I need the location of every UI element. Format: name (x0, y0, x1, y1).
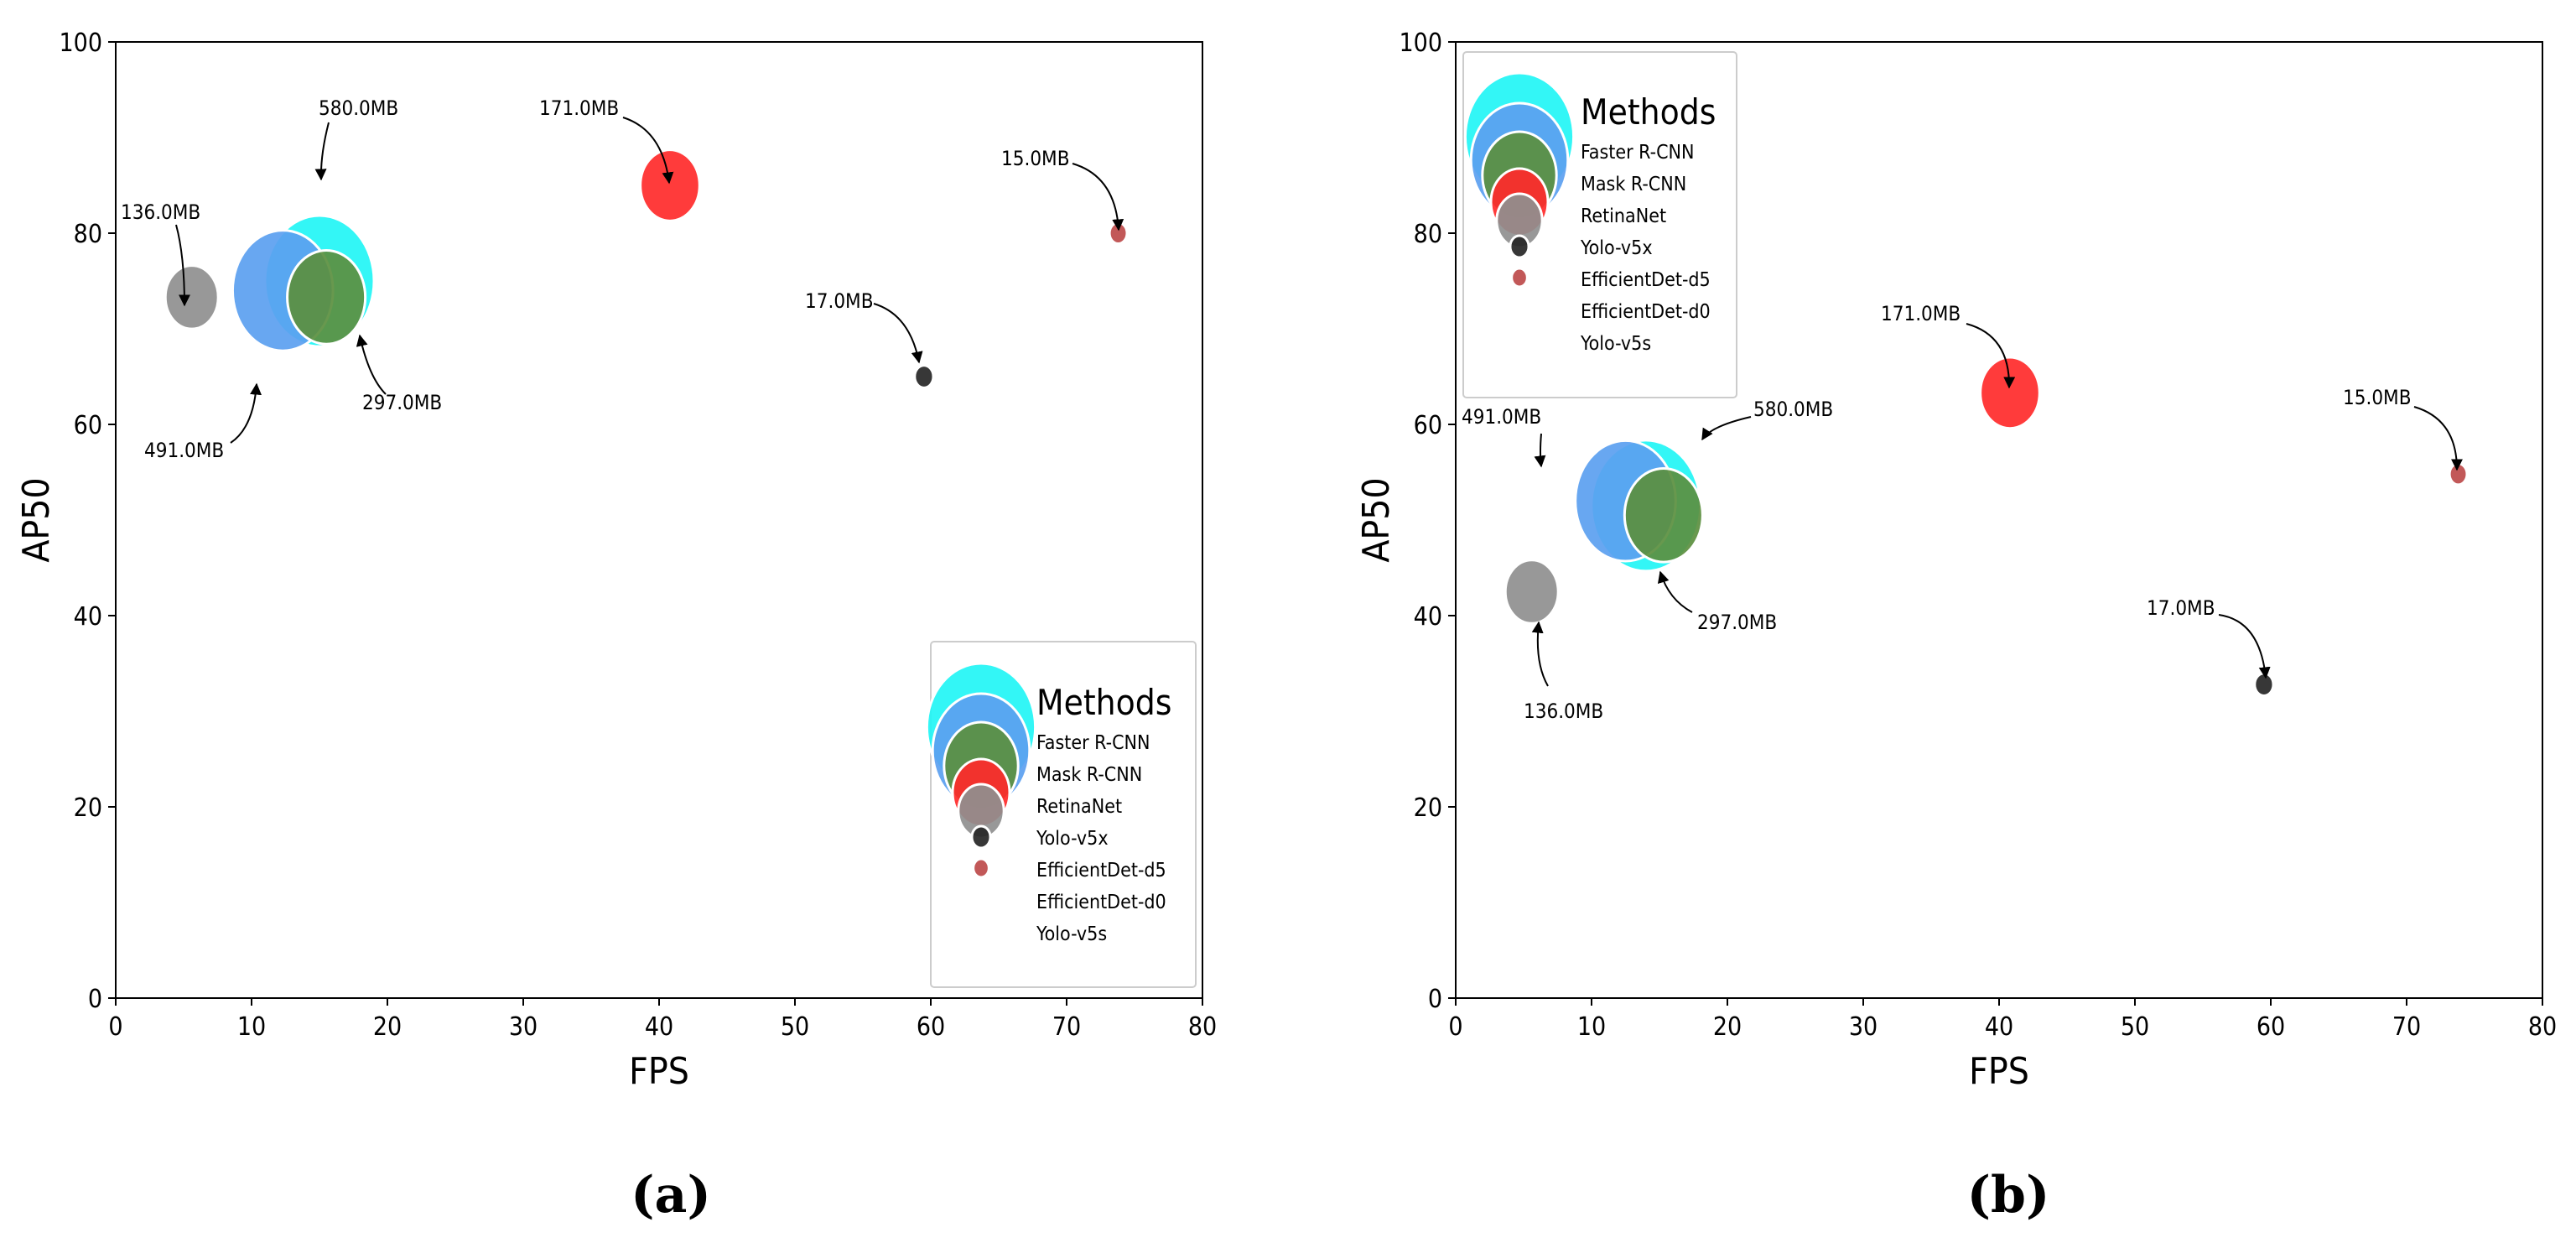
y-tick-label: 60 (74, 411, 102, 440)
y-tick-label: 80 (1414, 220, 1442, 249)
x-tick-label: 50 (781, 1012, 809, 1042)
legend-entry: Yolo-v5x (1580, 237, 1653, 259)
x-tick-label: 60 (917, 1012, 945, 1042)
y-tick-label: 100 (1399, 29, 1442, 58)
legend-entry: Yolo-v5x (1036, 828, 1109, 850)
legend-entry: EfficientDet-d0 (1581, 301, 1711, 323)
subfigure-label: (b) (1967, 1166, 2050, 1225)
legend-marker (970, 824, 992, 850)
annotation-arrow (1534, 433, 1546, 468)
y-axis-label: AP50 (15, 477, 58, 562)
legend-entry: EfficientDet-d5 (1581, 269, 1711, 291)
legend-title: Methods (1581, 91, 1716, 133)
x-tick-label: 70 (2392, 1012, 2421, 1042)
chart-panel-1: 0 10 20 30 40 50 60 70 80 0 20 40 60 80 100 FPS AP50 580.… (15, 29, 1217, 1225)
y-axis-label: AP50 (1355, 477, 1398, 562)
annotation-arrow (2218, 614, 2271, 679)
x-tick-label: 0 (1448, 1012, 1462, 1042)
annotation-arrow (1657, 570, 1693, 613)
annotation-arrow (873, 303, 923, 364)
bubble-efficientdet-d0 (913, 364, 935, 389)
legend-entry: Faster R-CNN (1036, 732, 1150, 754)
annotation-arrow (314, 122, 330, 181)
legend-marker (1509, 234, 1530, 259)
legend-entry: Yolo-v5s (1580, 333, 1651, 355)
x-tick-label: 10 (237, 1012, 266, 1042)
x-tick-label: 40 (645, 1012, 673, 1042)
annotation-arrow (175, 224, 190, 307)
bubble-size-label: 17.0MB (805, 289, 874, 313)
subfigure-label: (a) (631, 1166, 711, 1225)
bubble-size-label: 15.0MB (1001, 147, 1070, 170)
y-tick-label: 60 (1414, 411, 1442, 440)
y-tick-label: 0 (1428, 985, 1442, 1014)
bubble-efficientdet-d0 (2253, 672, 2275, 697)
bubble-yolo-v5x (1979, 356, 2041, 430)
bubble-size-label: 580.0MB (1753, 398, 1833, 421)
bubble-size-label: 491.0MB (1462, 405, 1541, 429)
annotation-arrow (2413, 406, 2463, 471)
legend-title: Methods (1036, 682, 1171, 723)
bubble-size-label: 297.0MB (362, 391, 442, 414)
bubble-size-label: 491.0MB (144, 439, 224, 462)
y-tick-label: 40 (74, 602, 102, 632)
bubble-retinanet (286, 249, 367, 346)
x-tick-label: 10 (1577, 1012, 1606, 1042)
annotation-arrow (1531, 621, 1549, 687)
y-tick-label: 40 (1414, 602, 1442, 632)
bubble-yolo-v5x (639, 148, 701, 222)
bubble-yolo-v5s (2448, 462, 2469, 486)
bubble-retinanet (1623, 466, 1704, 564)
bubble-size-label: 297.0MB (1697, 611, 1777, 634)
annotation-arrow (230, 382, 262, 444)
x-tick-label: 0 (108, 1012, 122, 1042)
x-tick-label: 30 (509, 1012, 538, 1042)
legend: Methods Faster R-CNN Mask R-CNN RetinaNet Yo… (1462, 51, 1737, 398)
x-tick-label: 30 (1849, 1012, 1877, 1042)
bubble-efficientdet-d5 (164, 264, 220, 330)
bubble-size-label: 17.0MB (2147, 596, 2215, 620)
x-tick-label: 80 (1188, 1012, 1217, 1042)
x-axis-label: FPS (1969, 1050, 2029, 1093)
legend-entry: Faster R-CNN (1581, 142, 1694, 164)
legend-marker (972, 857, 990, 879)
x-tick-label: 20 (373, 1012, 402, 1042)
legend-entry: EfficientDet-d0 (1036, 892, 1166, 913)
y-tick-label: 80 (74, 220, 102, 249)
x-tick-label: 20 (1713, 1012, 1742, 1042)
x-tick-label: 40 (1985, 1012, 2013, 1042)
legend-entry: RetinaNet (1581, 205, 1666, 227)
x-tick-label: 50 (2121, 1012, 2149, 1042)
bubble-size-label: 136.0MB (1524, 700, 1603, 723)
legend-entry: Mask R-CNN (1581, 174, 1686, 195)
x-tick-label: 70 (1052, 1012, 1081, 1042)
legend: Methods Faster R-CNN Mask R-CNN RetinaNet Yo… (925, 641, 1197, 988)
bubble-efficientdet-d5 (1504, 559, 1560, 625)
annotation-arrow (1701, 416, 1752, 441)
bubble-size-label: 136.0MB (121, 200, 200, 224)
y-tick-label: 100 (59, 29, 102, 58)
bubble-size-label: 580.0MB (319, 96, 398, 120)
annotation-arrow (356, 334, 387, 395)
x-axis-label: FPS (629, 1050, 689, 1093)
annotation-arrow (1966, 323, 2016, 389)
bubble-size-label: 15.0MB (2343, 386, 2412, 409)
x-tick-label: 80 (2528, 1012, 2557, 1042)
y-tick-label: 0 (88, 985, 102, 1014)
y-tick-label: 20 (1414, 793, 1442, 823)
bubble-size-label: 171.0MB (1881, 302, 1961, 325)
annotation-arrow (1072, 163, 1124, 231)
annotation-arrow (622, 117, 674, 185)
bubble-size-label: 171.0MB (539, 96, 619, 120)
legend-entry: Yolo-v5s (1036, 923, 1107, 945)
chart-panel-2: 0 10 20 30 40 50 60 70 80 0 20 40 60 80 100 FPS AP50 580.… (1355, 29, 2557, 1225)
legend-entry: RetinaNet (1036, 796, 1122, 818)
legend-marker (1510, 267, 1529, 289)
y-tick-label: 20 (74, 793, 102, 823)
legend-entry: EfficientDet-d5 (1036, 860, 1166, 882)
legend-entry: Mask R-CNN (1036, 764, 1142, 786)
x-tick-label: 60 (2257, 1012, 2285, 1042)
